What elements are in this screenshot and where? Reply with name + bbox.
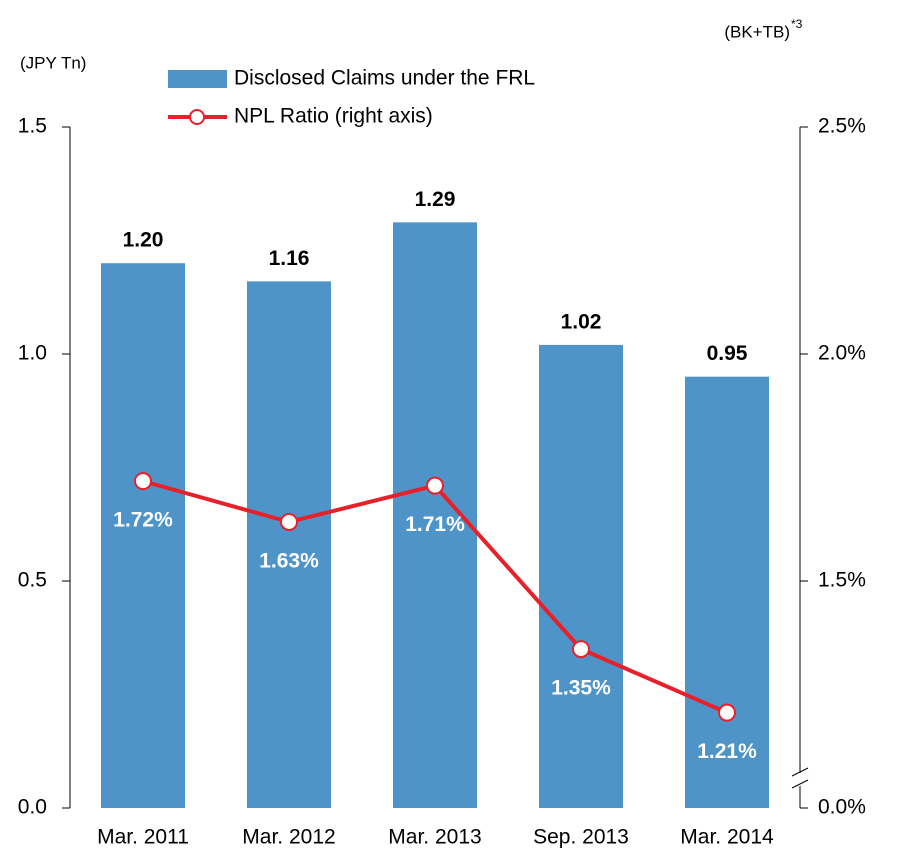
x-tick-label: Mar. 2013: [388, 826, 481, 849]
line-value-label: 1.35%: [551, 677, 611, 700]
bar-value-label: 1.20: [123, 229, 164, 252]
line-point: [426, 476, 444, 495]
y2-unit: (BK+TB): [724, 22, 790, 41]
line-point: [572, 640, 590, 659]
y2-tick-label: 2.5%: [818, 115, 866, 138]
bar-value-label: 1.29: [415, 188, 456, 211]
line-value-label: 1.71%: [405, 513, 465, 536]
y2-tick-label: 0.0%: [818, 796, 866, 819]
legend-swatch: [168, 70, 227, 88]
legend-label: NPL Ratio (right axis): [234, 105, 433, 128]
legend-label: Disclosed Claims under the FRL: [234, 67, 535, 90]
line-value-label: 1.63%: [259, 550, 319, 573]
bar: [539, 344, 623, 808]
line-point: [134, 472, 152, 491]
y-tick-label: 0.0: [18, 796, 47, 819]
y2-tick-label: 2.0%: [818, 342, 866, 365]
bar-value-label: 1.16: [269, 247, 310, 270]
y2-unit-note: *3: [791, 17, 803, 31]
y-tick-label: 1.5: [18, 115, 47, 138]
legend-swatch: [189, 109, 205, 125]
bar: [247, 281, 331, 808]
y-tick-label: 0.5: [18, 569, 47, 592]
y-unit: (JPY Tn): [20, 53, 86, 72]
line-point: [718, 703, 736, 722]
bar-value-label: 0.95: [707, 342, 748, 365]
line-point: [280, 512, 298, 531]
line-value-label: 1.21%: [697, 740, 757, 763]
x-tick-label: Sep. 2013: [533, 826, 629, 849]
axis-break: [791, 779, 809, 789]
axis-break: [791, 767, 809, 777]
x-tick-label: Mar. 2011: [97, 826, 189, 849]
bar: [685, 376, 769, 808]
x-tick-label: Mar. 2012: [242, 826, 335, 849]
bar: [101, 263, 185, 808]
y2-tick-label: 1.5%: [818, 569, 866, 592]
x-tick-label: Mar. 2014: [680, 826, 774, 849]
y-tick-label: 1.0: [18, 342, 47, 365]
line-value-label: 1.72%: [113, 509, 173, 532]
bar-value-label: 1.02: [561, 310, 602, 333]
